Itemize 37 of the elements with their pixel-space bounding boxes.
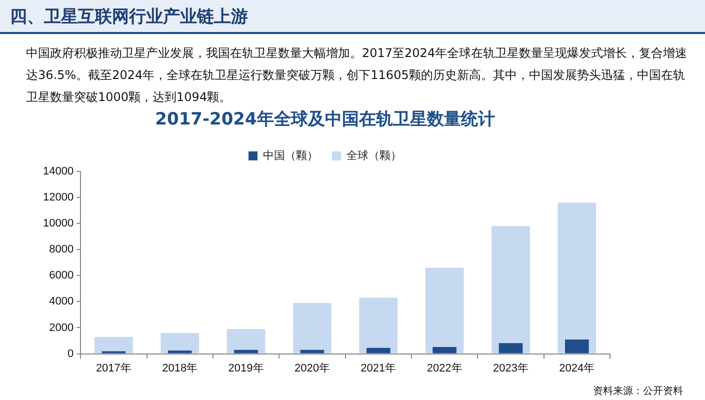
text: 四、卫星互联网行业产业链上游	[10, 6, 248, 28]
y-tick-label: 2000	[49, 322, 74, 334]
x-tick-label: 2021年	[360, 362, 396, 374]
x-tick-label: 2019年	[228, 362, 264, 374]
bar	[293, 302, 332, 354]
legend-label: 中国（颗）	[263, 148, 318, 162]
x-tick-label: 2020年	[294, 362, 330, 374]
x-tick-label: 2024年	[559, 362, 595, 374]
bar	[366, 348, 390, 354]
bar	[94, 336, 133, 354]
x-tick-label: 2018年	[162, 362, 198, 374]
text: 资料来源：公开资料	[593, 384, 683, 398]
y-tick-label: 12000	[42, 191, 74, 204]
x-tick-label: 2017年	[96, 362, 132, 374]
x-tick-label: 2023年	[492, 362, 528, 374]
bar	[558, 202, 596, 354]
bar	[168, 350, 192, 354]
bar	[160, 332, 200, 354]
y-tick-label: 10000	[42, 218, 74, 230]
bar	[565, 340, 589, 354]
bar	[226, 329, 266, 354]
bar	[359, 298, 398, 354]
bar	[425, 268, 464, 354]
y-tick-label: 4000	[49, 296, 74, 308]
bar	[498, 343, 523, 354]
text: 中国政府积极推动卫星产业发展，我国在轨卫星数量大幅增加。2017至2024年全球在轨卫星数量呈现爆发式增长，复合增速达36.5%。截至2024年，全球在轨卫星运行数量突破万颗，创下11605颗的历史新高。其中，中国发展势头迅猛，中国在轨卫星数量突破1000颗，达到1094颗。	[26, 45, 688, 106]
y-tick-label: 0	[67, 348, 74, 360]
y-tick-label: 6000	[49, 270, 74, 282]
bar	[300, 350, 324, 354]
x-tick-label: 2022年	[426, 362, 462, 374]
y-tick-label: 14000	[42, 165, 74, 178]
bar	[492, 226, 530, 354]
legend-label: 全球（颗）	[346, 148, 402, 162]
y-tick-label: 8000	[49, 244, 74, 256]
chart-title: 2017-2024年全球及中国在轨卫星数量统计	[155, 110, 495, 130]
bar	[234, 350, 258, 354]
bar	[432, 347, 456, 354]
